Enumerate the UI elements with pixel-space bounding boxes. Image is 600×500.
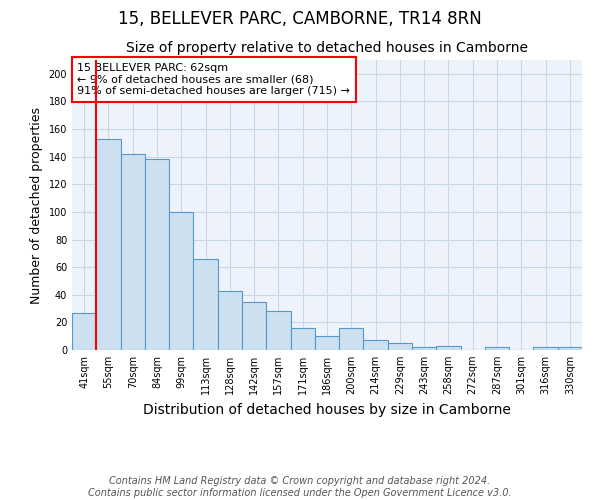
Bar — [193, 259, 218, 350]
X-axis label: Distribution of detached houses by size in Camborne: Distribution of detached houses by size … — [143, 402, 511, 416]
Bar — [266, 312, 290, 350]
Bar — [412, 347, 436, 350]
Bar — [96, 138, 121, 350]
Bar — [339, 328, 364, 350]
Bar — [485, 347, 509, 350]
Bar — [558, 347, 582, 350]
Bar — [121, 154, 145, 350]
Y-axis label: Number of detached properties: Number of detached properties — [30, 106, 43, 304]
Bar — [169, 212, 193, 350]
Bar — [218, 290, 242, 350]
Bar — [533, 347, 558, 350]
Title: Size of property relative to detached houses in Camborne: Size of property relative to detached ho… — [126, 40, 528, 54]
Bar — [388, 343, 412, 350]
Text: Contains HM Land Registry data © Crown copyright and database right 2024.
Contai: Contains HM Land Registry data © Crown c… — [88, 476, 512, 498]
Bar — [436, 346, 461, 350]
Text: 15 BELLEVER PARC: 62sqm
← 9% of detached houses are smaller (68)
91% of semi-det: 15 BELLEVER PARC: 62sqm ← 9% of detached… — [77, 63, 350, 96]
Bar — [315, 336, 339, 350]
Bar — [145, 160, 169, 350]
Bar — [290, 328, 315, 350]
Bar — [364, 340, 388, 350]
Bar — [72, 312, 96, 350]
Bar — [242, 302, 266, 350]
Text: 15, BELLEVER PARC, CAMBORNE, TR14 8RN: 15, BELLEVER PARC, CAMBORNE, TR14 8RN — [118, 10, 482, 28]
